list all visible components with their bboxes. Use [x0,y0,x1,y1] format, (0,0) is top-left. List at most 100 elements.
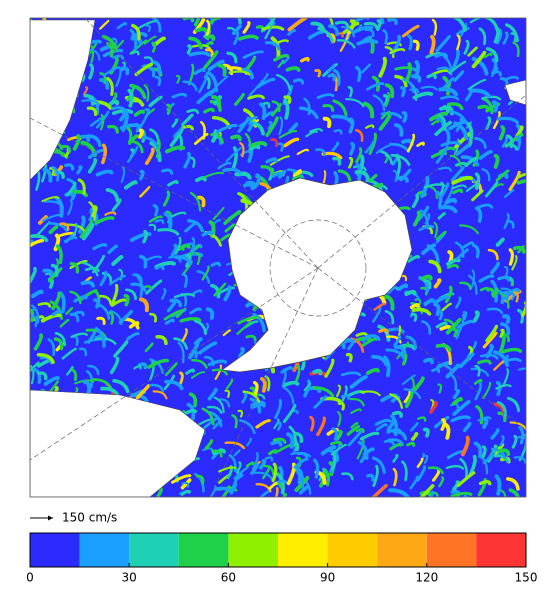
streak [206,405,223,414]
streak [463,39,470,55]
streak [508,488,520,497]
streak [83,86,89,96]
streak [490,66,499,78]
streak [433,302,441,317]
streak [242,50,264,59]
streak [486,307,504,315]
streak [261,101,271,109]
streak [375,423,388,432]
streak [501,136,509,148]
streak [178,243,191,250]
streak [164,318,175,325]
streak [428,185,438,200]
streak [223,209,242,225]
streak [449,403,459,409]
streak [87,364,100,376]
streak [139,169,145,181]
streak [152,390,168,400]
streak [384,83,395,99]
streak [482,451,496,465]
streak [282,493,287,497]
streak [224,441,246,450]
streak [452,399,471,416]
streak [401,24,420,38]
streak [385,91,391,108]
streak [145,24,151,33]
streak [233,29,240,45]
streak [499,435,505,447]
streak [481,95,502,101]
streak [467,274,478,296]
streak [281,368,287,387]
streak [143,84,150,102]
streak [495,169,510,182]
streak [236,320,253,335]
streak [230,481,238,494]
streak [142,229,149,244]
streak [138,254,148,269]
streak [142,135,160,150]
streak [130,393,149,404]
streak [253,471,273,480]
streak [450,415,471,423]
streak [206,71,219,93]
streak [86,134,102,147]
streak [355,147,363,164]
streak [66,366,74,376]
streak [176,74,181,84]
streak [61,144,72,153]
streak [79,219,94,239]
streak [286,432,295,449]
streak [292,169,303,178]
streak [139,108,150,129]
streak [435,230,447,241]
streak [420,85,438,91]
streak [285,66,301,72]
streak [112,378,130,394]
streak [428,259,442,274]
streak [182,408,198,416]
streak [515,125,524,138]
streak [192,289,203,295]
streak [394,345,407,356]
streak [130,140,144,154]
streak [281,385,295,405]
streak [119,111,127,122]
streak [378,149,394,165]
streak [423,183,446,189]
streak [410,73,422,83]
streak [386,419,396,432]
streak [164,362,178,377]
streak [438,182,450,200]
streak [410,312,418,322]
streak [69,312,80,323]
streak [523,433,526,437]
streak [259,490,270,497]
streak [55,244,63,265]
streak [515,135,522,151]
streak [126,146,139,163]
streak [173,293,196,299]
colorbar-bin [178,533,229,567]
streak [305,130,318,138]
streak [341,472,354,481]
streak [393,335,402,347]
streak [421,320,432,335]
streak [135,384,151,400]
streak [383,439,396,448]
streak [222,167,242,175]
streak [99,19,110,30]
streak [233,449,241,457]
streak [411,307,432,316]
streak [231,414,238,429]
streak [30,365,35,385]
streak [128,321,140,329]
antarctica [221,177,413,373]
streak [368,132,377,155]
streak [482,381,492,400]
streak [193,18,201,27]
streak [225,378,234,390]
streak [82,379,92,395]
streak [138,128,144,139]
streak [167,180,179,187]
